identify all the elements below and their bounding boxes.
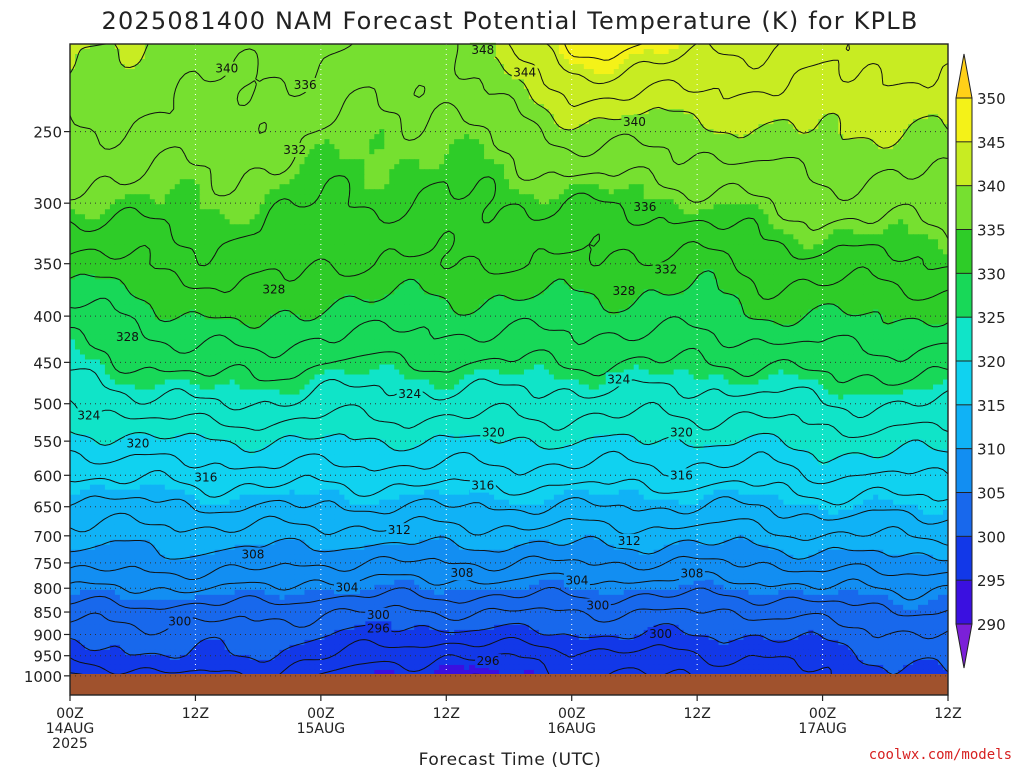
contour-label: 340 <box>215 62 238 76</box>
contour-label: 308 <box>241 547 264 561</box>
contour-label: 324 <box>398 387 421 401</box>
contour-label: 308 <box>451 566 474 580</box>
contour-label: 300 <box>367 608 390 622</box>
contour-label: 296 <box>367 621 390 635</box>
y-tick-label: 600 <box>33 467 62 485</box>
colorbar-label: 330 <box>977 265 1006 283</box>
contour-label: 324 <box>607 372 630 386</box>
colorbar-label: 350 <box>977 90 1006 108</box>
y-tick-label: 300 <box>33 195 62 213</box>
contour-label: 300 <box>649 627 672 641</box>
colorbar-label: 315 <box>977 397 1006 415</box>
x-tick-label: 00Z <box>809 706 836 722</box>
contour-label: 300 <box>168 615 191 629</box>
colorbar-segment <box>956 493 972 537</box>
x-axis-title: Forecast Time (UTC) <box>419 750 602 768</box>
colorbar-label: 335 <box>977 222 1006 240</box>
y-tick-label: 500 <box>33 396 62 414</box>
y-tick-label: 400 <box>33 308 62 326</box>
y-tick-label: 550 <box>33 433 62 451</box>
colorbar-label: 290 <box>977 616 1006 634</box>
y-axis-ticks: 250 300 350 400 450 500 550 600 650 700 750 800 850 9… <box>24 124 70 686</box>
x-tick-label: 17AUG <box>798 721 847 737</box>
y-tick-label: 250 <box>33 124 62 142</box>
contour-label: 296 <box>477 654 500 668</box>
colorbar-label: 300 <box>977 528 1006 546</box>
colorbar: 350 345 340 335 330 325 320 315 310 305 300 295 290 <box>956 54 1006 668</box>
y-tick-label: 800 <box>33 580 62 598</box>
colorbar-segment <box>956 230 972 274</box>
contour-label: 300 <box>586 599 609 613</box>
colorbar-bottom-arrow <box>956 624 972 668</box>
contour-label: 336 <box>633 200 656 214</box>
colorbar-top-arrow <box>956 54 972 98</box>
contour-label: 328 <box>262 283 285 297</box>
y-tick-label: 750 <box>33 555 62 573</box>
contour-label: 348 <box>471 43 494 57</box>
y-tick-label: 650 <box>33 499 62 517</box>
contour-label: 320 <box>482 425 505 439</box>
colorbar-label: 295 <box>977 572 1006 590</box>
x-tick-label: 12Z <box>683 706 710 722</box>
colorbar-label: 305 <box>977 485 1006 503</box>
contour-label: 332 <box>283 143 306 157</box>
x-tick-label: 16AUG <box>547 721 596 737</box>
x-tick-label: 12Z <box>433 706 460 722</box>
contour-label: 328 <box>116 330 139 344</box>
contour-label: 320 <box>126 436 149 450</box>
x-tick-label: 14AUG <box>46 721 95 737</box>
x-tick-label: 12Z <box>934 706 961 722</box>
y-tick-label: 1000 <box>24 668 62 686</box>
contour-label: 316 <box>471 479 494 493</box>
contour-label: 316 <box>670 468 693 482</box>
contour-label: 316 <box>194 470 217 484</box>
colorbar-segment <box>956 580 972 624</box>
y-tick-label: 900 <box>33 626 62 644</box>
chart-title: 2025081400 NAM Forecast Potential Temper… <box>101 7 918 35</box>
x-tick-label: 2025 <box>52 736 88 752</box>
colorbar-label: 340 <box>977 178 1006 196</box>
contour-label: 332 <box>654 262 677 276</box>
contour-label: 312 <box>618 534 641 548</box>
contour-label: 320 <box>670 425 693 439</box>
colorbar-segment <box>956 186 972 230</box>
colorbar-segment <box>956 361 972 405</box>
colorbar-segment <box>956 536 972 580</box>
x-tick-label: 00Z <box>56 706 83 722</box>
colorbar-segment <box>956 449 972 493</box>
contour-label: 336 <box>294 78 317 92</box>
y-tick-label: 950 <box>33 648 62 666</box>
colorbar-segment <box>956 273 972 317</box>
contour-label: 324 <box>77 408 100 422</box>
y-tick-label: 850 <box>33 604 62 622</box>
credit-label: coolwx.com/models <box>869 747 1012 763</box>
colorbar-label: 325 <box>977 309 1006 327</box>
colorbar-segment <box>956 142 972 186</box>
theta-field <box>70 44 949 696</box>
x-tick-label: 12Z <box>182 706 209 722</box>
x-tick-label: 15AUG <box>297 721 346 737</box>
contour-label: 308 <box>680 567 703 581</box>
contour-label: 344 <box>513 65 536 79</box>
contour-label: 304 <box>565 573 588 587</box>
colorbar-label: 345 <box>977 134 1006 152</box>
colorbar-segment <box>956 317 972 361</box>
y-tick-label: 700 <box>33 528 62 546</box>
y-tick-label: 450 <box>33 354 62 372</box>
contour-label: 312 <box>388 523 411 537</box>
colorbar-label: 320 <box>977 353 1006 371</box>
colorbar-segment <box>956 98 972 142</box>
colorbar-segment <box>956 405 972 449</box>
x-tick-label: 00Z <box>307 706 334 722</box>
contour-label: 304 <box>336 580 359 594</box>
x-tick-label: 00Z <box>558 706 585 722</box>
contour-label: 340 <box>623 115 646 129</box>
contour-label: 328 <box>613 284 636 298</box>
y-tick-label: 350 <box>33 256 62 274</box>
colorbar-label: 310 <box>977 441 1006 459</box>
ground-surface <box>70 674 948 695</box>
